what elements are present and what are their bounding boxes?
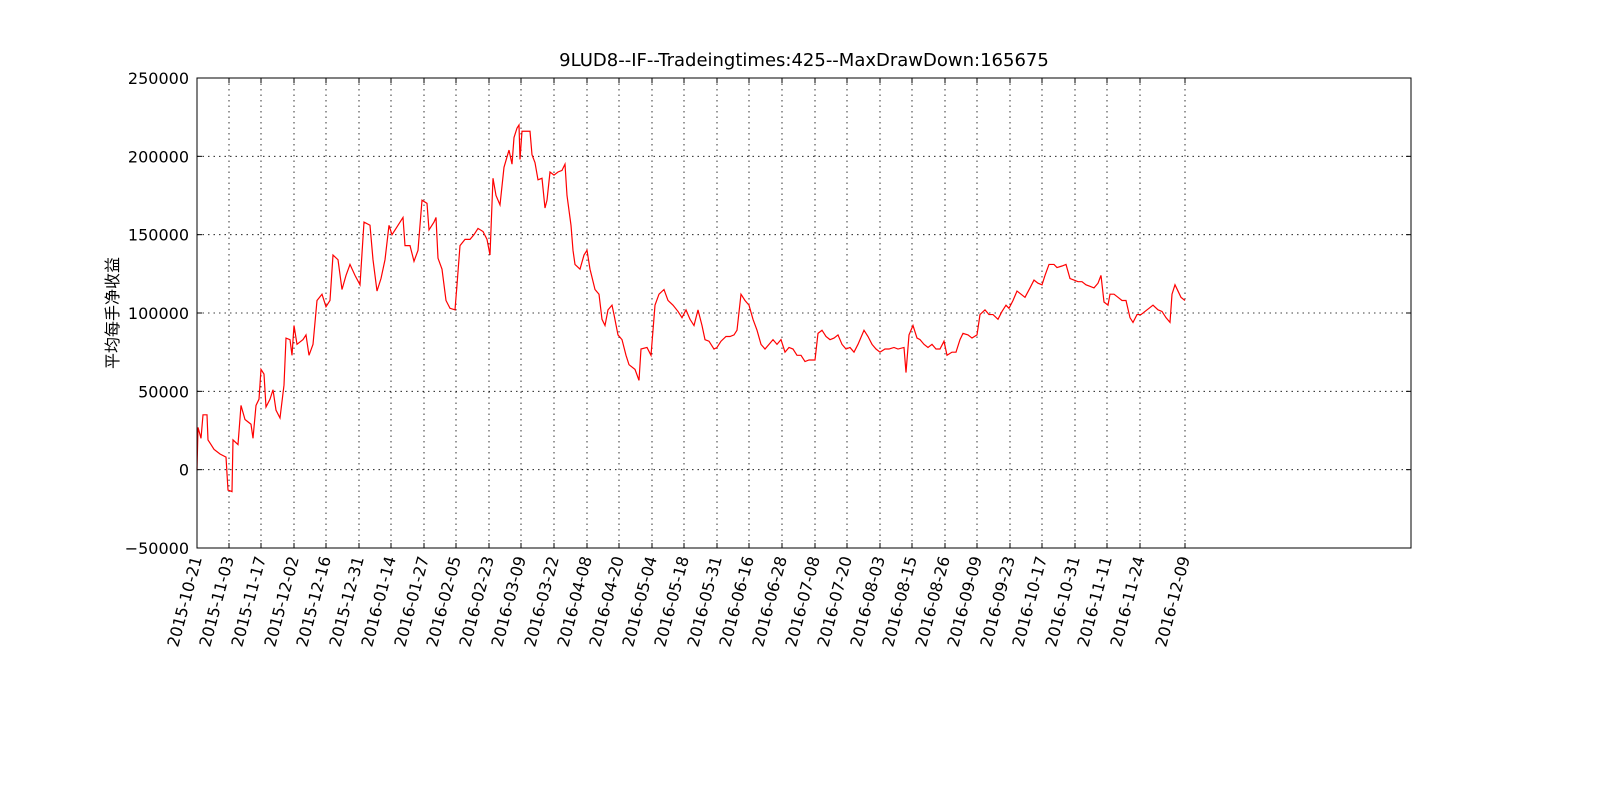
y-tick-label: −50000: [125, 539, 189, 558]
y-tick-label: 50000: [138, 382, 189, 401]
y-tick-label: 100000: [128, 304, 189, 323]
y-axis-label: 平均每手净收益: [103, 257, 122, 369]
y-tick-label: 250000: [128, 69, 189, 88]
y-tick-label: 150000: [128, 226, 189, 245]
chart-title: 9LUD8--IF--Tradeingtimes:425--MaxDrawDow…: [559, 50, 1049, 71]
y-tick-label: 0: [179, 461, 189, 480]
x-tick-label: 2016-12-09: [1151, 554, 1193, 649]
y-tick-label: 200000: [128, 147, 189, 166]
line: [196, 123, 1186, 493]
plot-frame: [196, 77, 1412, 549]
